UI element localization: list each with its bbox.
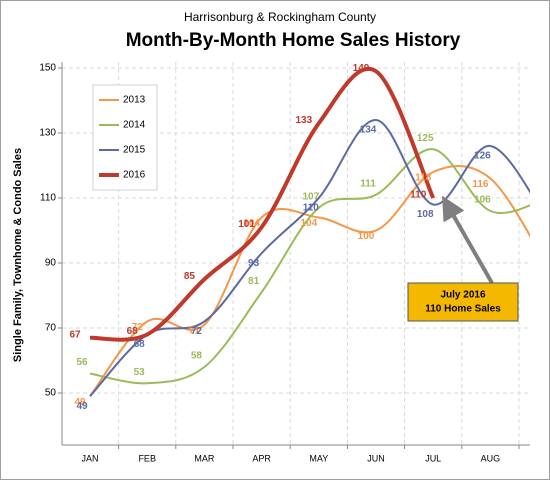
legend-label: 2015 xyxy=(123,145,146,156)
data-label: 56 xyxy=(76,357,88,368)
data-label: 133 xyxy=(295,115,312,126)
data-label: 126 xyxy=(474,151,491,162)
data-label: 108 xyxy=(417,209,434,220)
data-label: 101 xyxy=(238,219,255,230)
y-tick-label: 70 xyxy=(45,323,57,334)
data-label: 107 xyxy=(302,191,319,202)
annotation-text: 110 Home Sales xyxy=(425,304,501,315)
legend-label: 2016 xyxy=(123,170,146,181)
annotation-box xyxy=(407,282,519,322)
data-label: 81 xyxy=(248,276,260,287)
data-label: 85 xyxy=(184,271,196,282)
data-label: 58 xyxy=(191,351,203,362)
x-tick-label: AUG xyxy=(481,453,501,463)
annotation-text: July 2016 xyxy=(440,290,485,301)
x-tick-label: FEB xyxy=(138,453,156,463)
x-tick-label: JUL xyxy=(425,453,441,463)
y-tick-label: 110 xyxy=(40,193,56,204)
data-label: 68 xyxy=(127,326,139,337)
data-label: 106 xyxy=(474,195,491,206)
data-label: 100 xyxy=(358,231,375,242)
legend-label: 2013 xyxy=(123,95,146,106)
data-label: 49 xyxy=(74,397,86,408)
x-tick-label: JAN xyxy=(81,453,98,463)
annotation-arrow xyxy=(442,195,494,284)
data-label: 71 xyxy=(189,325,201,336)
y-tick-label: 130 xyxy=(39,128,56,139)
chart-subtitle: Harrisonburg & Rockingham County xyxy=(184,10,376,24)
y-tick-label: 50 xyxy=(45,388,57,399)
data-label: 104 xyxy=(300,218,317,229)
x-tick-label: MAR xyxy=(194,453,215,463)
legend-label: 2014 xyxy=(123,120,146,131)
y-tick-label: 90 xyxy=(45,258,57,269)
data-label: 67 xyxy=(69,329,81,340)
x-tick-label: MAY xyxy=(309,453,328,463)
data-label: 111 xyxy=(360,178,376,189)
legend-box xyxy=(92,84,158,191)
data-label: 110 xyxy=(303,203,320,214)
data-label: 49 xyxy=(76,401,88,412)
x-tick-label: APR xyxy=(252,453,271,463)
data-label: 72 xyxy=(191,326,203,337)
data-label: 72 xyxy=(132,322,144,333)
series-line xyxy=(89,66,436,342)
y-axis-label: Single Family, Townhome & Condo Sales xyxy=(12,148,24,362)
data-label: 53 xyxy=(134,367,146,378)
data-label: 104 xyxy=(243,218,260,229)
chart-title: Month-By-Month Home Sales History xyxy=(126,30,461,51)
x-tick-label: JUN xyxy=(367,453,385,463)
series-line xyxy=(89,118,530,397)
data-label: 110 xyxy=(410,190,427,201)
data-label: 149 xyxy=(353,63,370,74)
y-tick-label: 150 xyxy=(39,63,56,74)
data-label: 116 xyxy=(472,179,489,190)
data-label: 125 xyxy=(417,133,434,144)
data-label: 134 xyxy=(360,125,377,136)
data-label: 118 xyxy=(415,173,432,184)
series-line xyxy=(89,148,530,385)
data-label: 93 xyxy=(248,258,260,269)
data-label: 68 xyxy=(134,339,146,350)
